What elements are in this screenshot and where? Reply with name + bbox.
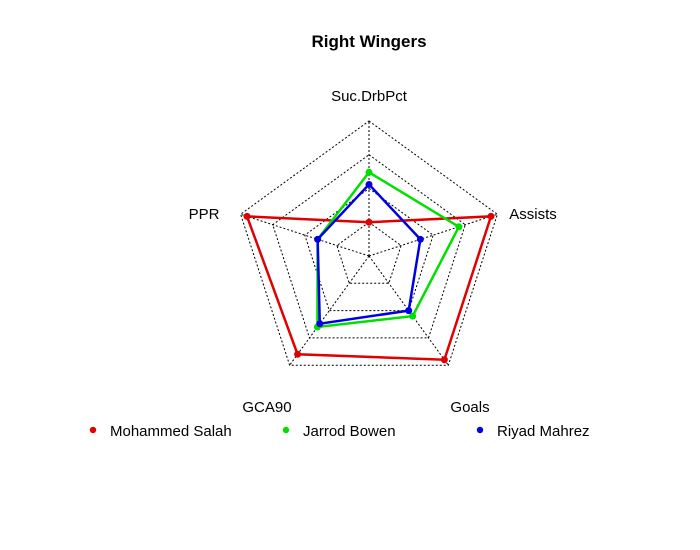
series-1-point-2 <box>409 312 417 320</box>
legend: Mohammed Salah Jarrod Bowen Riyad Mahrez <box>89 423 590 440</box>
radar-grid <box>240 120 498 366</box>
grid-spoke-3 <box>289 255 370 366</box>
series-2-point-3 <box>316 320 324 328</box>
series-2-point-1 <box>416 235 424 243</box>
axis-label-suc-drbpct: Suc.DrbPct <box>331 88 408 105</box>
series-0-point-4 <box>243 212 251 220</box>
series-1-point-1 <box>455 223 463 231</box>
legend-label-salah: Mohammed Salah <box>110 423 232 440</box>
series-1-point-0 <box>365 168 373 176</box>
series-2-point-4 <box>314 235 322 243</box>
grid-spoke-4 <box>240 213 370 257</box>
series-2-point-0 <box>365 180 373 188</box>
legend-marker-mahrez <box>476 426 484 434</box>
series-line-1 <box>316 170 461 329</box>
legend-label-mahrez: Riyad Mahrez <box>497 423 590 440</box>
axis-label-gca90: GCA90 <box>242 399 291 416</box>
legend-marker-salah <box>89 426 97 434</box>
series-0-point-2 <box>440 356 448 364</box>
series-line-0 <box>245 215 493 362</box>
grid-spoke-1 <box>368 213 498 257</box>
series-2-point-2 <box>405 307 413 315</box>
chart-title: Right Wingers <box>311 32 426 51</box>
series-0-point-1 <box>487 212 495 220</box>
radar-series <box>243 168 495 364</box>
series-line-2 <box>316 182 422 326</box>
grid-ring-1 <box>336 221 402 284</box>
grid-ring-3 <box>272 154 466 339</box>
legend-marker-bowen <box>282 426 290 434</box>
series-0-point-0 <box>365 218 373 226</box>
axis-label-goals: Goals <box>450 399 489 416</box>
legend-label-bowen: Jarrod Bowen <box>303 423 396 440</box>
grid-spoke-2 <box>368 255 449 366</box>
axis-label-ppr: PPR <box>189 206 220 223</box>
axis-label-assists: Assists <box>509 206 557 223</box>
grid-ring-4 <box>240 120 498 366</box>
series-0-point-3 <box>294 350 302 358</box>
